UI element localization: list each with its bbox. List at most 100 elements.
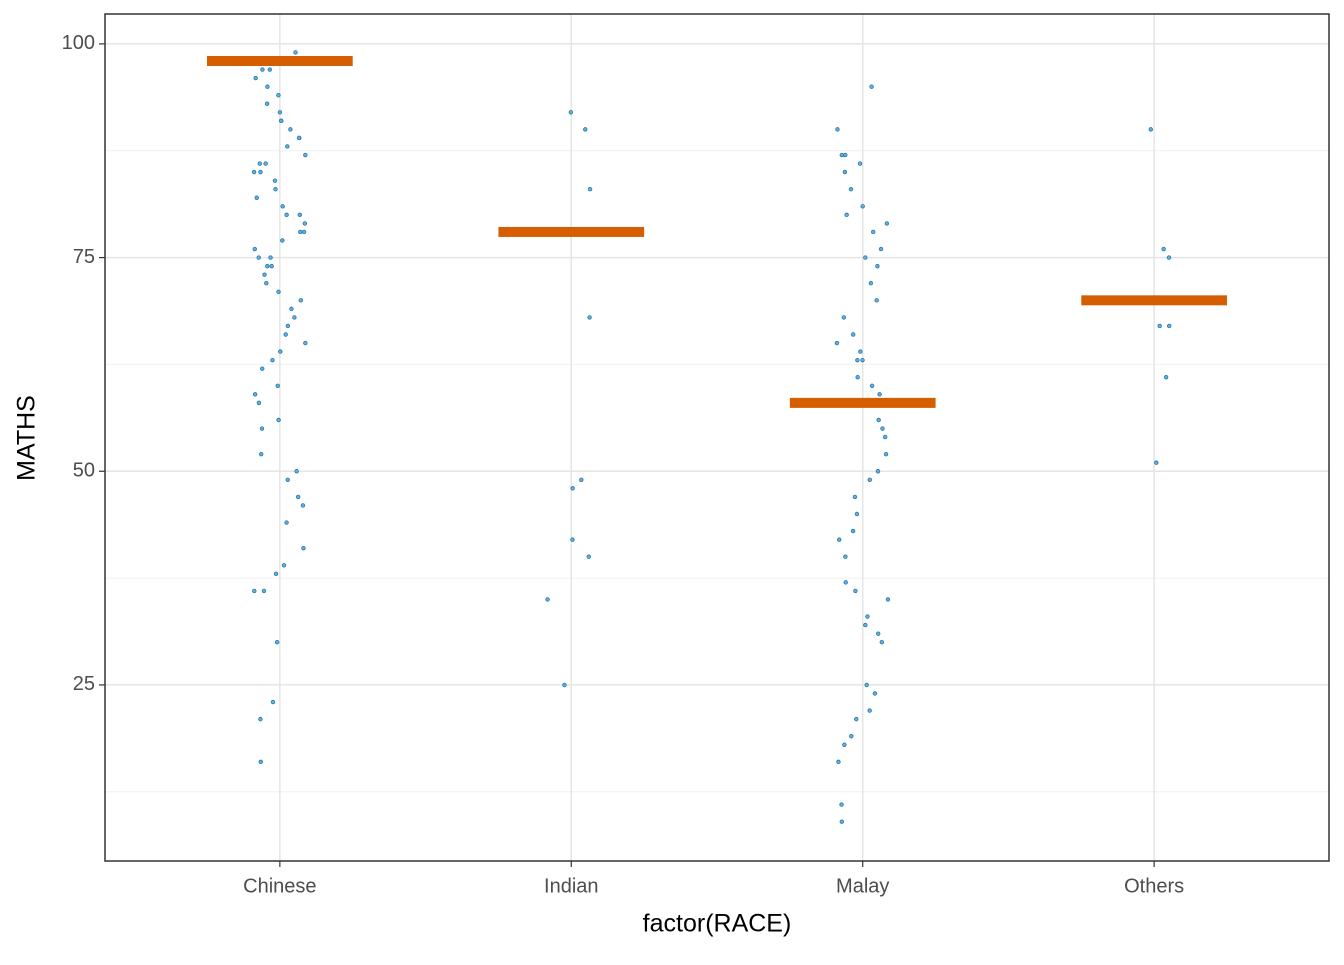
point xyxy=(855,375,860,380)
median-bar xyxy=(498,226,645,237)
point xyxy=(855,357,860,363)
point xyxy=(285,477,290,483)
point xyxy=(848,187,854,192)
point xyxy=(251,169,257,175)
median-bar xyxy=(1081,295,1227,306)
point xyxy=(837,537,842,542)
point xyxy=(268,255,273,260)
point xyxy=(285,323,291,329)
point xyxy=(1161,246,1166,252)
point xyxy=(260,366,265,371)
point xyxy=(583,127,588,132)
point xyxy=(587,315,592,320)
y-tick-label: 25 xyxy=(73,673,95,695)
point xyxy=(586,554,591,559)
point xyxy=(256,255,261,260)
point xyxy=(283,332,288,337)
point xyxy=(1157,323,1162,329)
point xyxy=(273,187,278,192)
point xyxy=(884,221,890,226)
point xyxy=(280,238,285,243)
point xyxy=(252,246,257,252)
point xyxy=(1166,255,1172,260)
point xyxy=(882,434,888,440)
point xyxy=(292,315,297,320)
point xyxy=(261,588,267,594)
point xyxy=(836,759,841,765)
point xyxy=(270,357,275,363)
point xyxy=(278,349,283,354)
point xyxy=(867,708,872,713)
point xyxy=(1167,323,1172,329)
point xyxy=(294,469,299,474)
point xyxy=(275,383,280,388)
point xyxy=(276,289,281,294)
point xyxy=(853,588,858,594)
point xyxy=(879,639,885,645)
point xyxy=(835,127,840,132)
y-tick-label: 100 xyxy=(62,32,95,54)
point xyxy=(267,67,273,72)
point xyxy=(863,255,868,260)
point xyxy=(839,802,844,807)
point xyxy=(850,332,856,337)
point xyxy=(303,340,308,346)
point xyxy=(854,716,859,722)
x-tick-label: Others xyxy=(1124,875,1184,897)
point xyxy=(876,417,881,423)
point xyxy=(878,246,884,252)
point xyxy=(300,503,306,508)
point xyxy=(842,169,848,175)
point xyxy=(844,212,849,218)
point xyxy=(298,229,303,235)
point xyxy=(289,306,294,312)
point xyxy=(857,161,863,166)
point xyxy=(295,494,301,500)
point xyxy=(274,639,280,645)
point xyxy=(276,92,281,98)
point xyxy=(868,281,874,286)
point xyxy=(875,263,880,269)
y-tick-label: 50 xyxy=(73,460,95,482)
point xyxy=(258,716,263,722)
point xyxy=(841,315,847,320)
x-axis-title: factor(RACE) xyxy=(643,910,792,938)
point xyxy=(869,383,875,388)
point xyxy=(843,554,848,559)
median-bar xyxy=(789,397,936,408)
point xyxy=(570,537,575,542)
point xyxy=(272,178,278,183)
point xyxy=(253,75,258,81)
point xyxy=(843,580,848,585)
panel-border xyxy=(104,13,1330,862)
point xyxy=(257,161,262,166)
point xyxy=(276,417,281,423)
point xyxy=(883,451,889,457)
point xyxy=(860,357,865,363)
point xyxy=(852,494,858,500)
point xyxy=(254,195,259,200)
point xyxy=(278,118,284,124)
point xyxy=(839,819,845,824)
point xyxy=(876,631,881,636)
point xyxy=(854,511,860,517)
point xyxy=(864,682,869,688)
point xyxy=(880,426,885,431)
point xyxy=(264,101,270,106)
point xyxy=(269,263,274,269)
point xyxy=(302,221,308,226)
point xyxy=(877,392,882,397)
point xyxy=(288,127,293,132)
point xyxy=(273,571,279,577)
point xyxy=(265,263,270,269)
point xyxy=(568,110,574,115)
point xyxy=(301,229,307,235)
point xyxy=(270,699,276,705)
point xyxy=(849,734,854,739)
point xyxy=(872,691,878,696)
point xyxy=(252,588,257,594)
point xyxy=(265,84,270,89)
point xyxy=(545,597,550,602)
